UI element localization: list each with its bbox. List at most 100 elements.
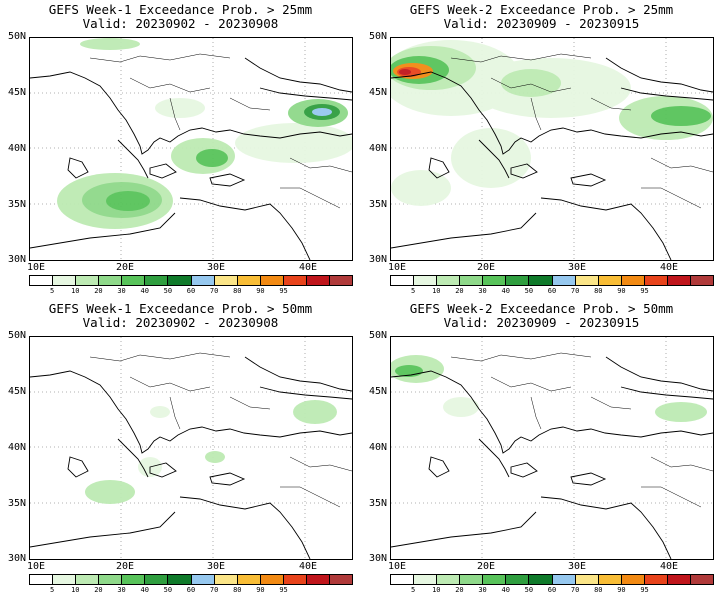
colorbar-swatch — [283, 276, 307, 285]
colorbar-swatch — [483, 276, 507, 285]
lat-label: 30N — [368, 553, 387, 564]
colorbar-swatch — [122, 575, 146, 584]
colorbar-swatch — [330, 276, 353, 285]
colorbar-swatch — [99, 575, 123, 584]
border-lines — [450, 53, 713, 209]
colorbar-swatch — [168, 575, 192, 584]
border-lines — [89, 53, 352, 209]
colorbar-tick-label: 90 — [256, 287, 265, 295]
lat-label: 50N — [7, 31, 26, 42]
lon-label: 10E — [27, 561, 46, 572]
colorbar-swatch — [237, 575, 261, 584]
coastline-lines — [30, 356, 352, 559]
border-lines — [450, 352, 713, 508]
colorbar-swatch — [99, 276, 123, 285]
colorbar-swatch — [306, 276, 331, 285]
map-area — [29, 37, 353, 261]
lat-label: 35N — [368, 498, 387, 509]
lat-label: 40N — [7, 143, 26, 154]
lon-label: 40E — [299, 262, 318, 273]
lat-label: 45N — [368, 386, 387, 397]
colorbar — [29, 574, 353, 585]
colorbar-swatch — [391, 575, 415, 584]
colorbar-swatch — [437, 276, 461, 285]
panel-valid-dates: Valid: 20230902 - 20230908 — [82, 16, 279, 31]
colorbar-tick-label: 50 — [163, 586, 173, 594]
lon-label: 20E — [116, 262, 135, 273]
precip-prob-shading — [85, 400, 337, 504]
colorbar-tick-label: 40 — [140, 586, 149, 594]
colorbar-swatch — [691, 575, 714, 584]
lat-label: 30N — [7, 553, 26, 564]
lat-label: 40N — [7, 442, 26, 453]
colorbar-swatch — [53, 575, 77, 584]
colorbar-tick-label: 50 — [163, 287, 173, 295]
colorbar-tick-label: 5 — [50, 287, 55, 295]
colorbar-tick-label: 30 — [117, 287, 126, 295]
lat-label: 45N — [7, 87, 26, 98]
colorbar-tick-label: 80 — [594, 287, 603, 295]
colorbar-tick-label: 60 — [547, 586, 557, 594]
colorbar-swatch — [53, 276, 77, 285]
colorbar-swatch — [76, 575, 100, 584]
colorbar-swatch — [644, 276, 668, 285]
colorbar-swatch — [30, 276, 54, 285]
colorbar-swatch — [391, 276, 415, 285]
colorbar-tick-label: 20 — [94, 287, 103, 295]
colorbar-swatch — [168, 276, 192, 285]
lat-label: 35N — [7, 498, 26, 509]
colorbar-swatch — [667, 276, 692, 285]
colorbar-swatch — [644, 575, 668, 584]
colorbar-swatch — [437, 575, 461, 584]
colorbar-tick-label: 95 — [279, 586, 288, 594]
colorbar-tick-label: 60 — [186, 586, 196, 594]
colorbar-tick-label: 5 — [411, 287, 416, 295]
lon-label: 40E — [660, 561, 679, 572]
colorbar-tick-label: 5 — [411, 586, 416, 594]
map-area — [390, 37, 714, 261]
colorbar-swatch — [145, 575, 169, 584]
colorbar-tick-label: 30 — [117, 586, 126, 594]
colorbar-swatch — [575, 575, 599, 584]
colorbar-swatch — [283, 575, 307, 584]
panel-valid-dates: Valid: 20230902 - 20230908 — [82, 315, 279, 330]
lon-label: 30E — [207, 561, 226, 572]
colorbar-tick-label: 40 — [501, 586, 510, 594]
colorbar-tick-label: 10 — [432, 586, 441, 594]
colorbar — [390, 574, 714, 585]
lat-label: 30N — [368, 254, 387, 265]
precip-prob-shading — [391, 40, 713, 206]
panel-title: GEFS Week-1 Exceedance Prob. > 25mm — [48, 2, 313, 17]
colorbar-tick-label: 10 — [432, 287, 441, 295]
colorbar-tick-label: 20 — [455, 586, 464, 594]
colorbar-tick-label: 50 — [524, 586, 534, 594]
lat-label: 40N — [368, 442, 387, 453]
colorbar-swatch — [214, 575, 238, 584]
panel-title: GEFS Week-1 Exceedance Prob. > 50mm — [48, 301, 313, 316]
colorbar-tick-label: 20 — [455, 287, 464, 295]
colorbar-swatch — [621, 276, 645, 285]
colorbar-tick-label: 90 — [617, 586, 626, 594]
colorbar-swatch — [122, 276, 146, 285]
panel-week1-25mm: GEFS Week-1 Exceedance Prob. > 25mm Vali… — [0, 0, 361, 299]
panel-title: GEFS Week-2 Exceedance Prob. > 25mm — [409, 2, 674, 17]
colorbar-swatch — [529, 276, 553, 285]
lat-label: 35N — [368, 199, 387, 210]
colorbar-tick-label: 80 — [233, 586, 242, 594]
colorbar-swatch — [598, 276, 622, 285]
colorbar-swatch — [460, 276, 484, 285]
colorbar-tick-label: 95 — [640, 287, 649, 295]
panel-week2-25mm: GEFS Week-2 Exceedance Prob. > 25mm Vali… — [361, 0, 722, 299]
lon-label: 30E — [207, 262, 226, 273]
colorbar-tick-label: 70 — [209, 586, 219, 594]
colorbar-tick-label: 80 — [594, 586, 603, 594]
colorbar-tick-label: 70 — [570, 586, 580, 594]
map-area — [390, 336, 714, 560]
colorbar-swatch — [330, 575, 353, 584]
coastline-lines — [391, 356, 713, 559]
colorbar-tick-label: 95 — [279, 287, 288, 295]
panel-week1-50mm: GEFS Week-1 Exceedance Prob. > 50mm Vali… — [0, 299, 361, 598]
colorbar-tick-label: 10 — [71, 287, 80, 295]
panel-valid-dates: Valid: 20230909 - 20230915 — [443, 315, 640, 330]
colorbar-tick-label: 70 — [570, 287, 580, 295]
